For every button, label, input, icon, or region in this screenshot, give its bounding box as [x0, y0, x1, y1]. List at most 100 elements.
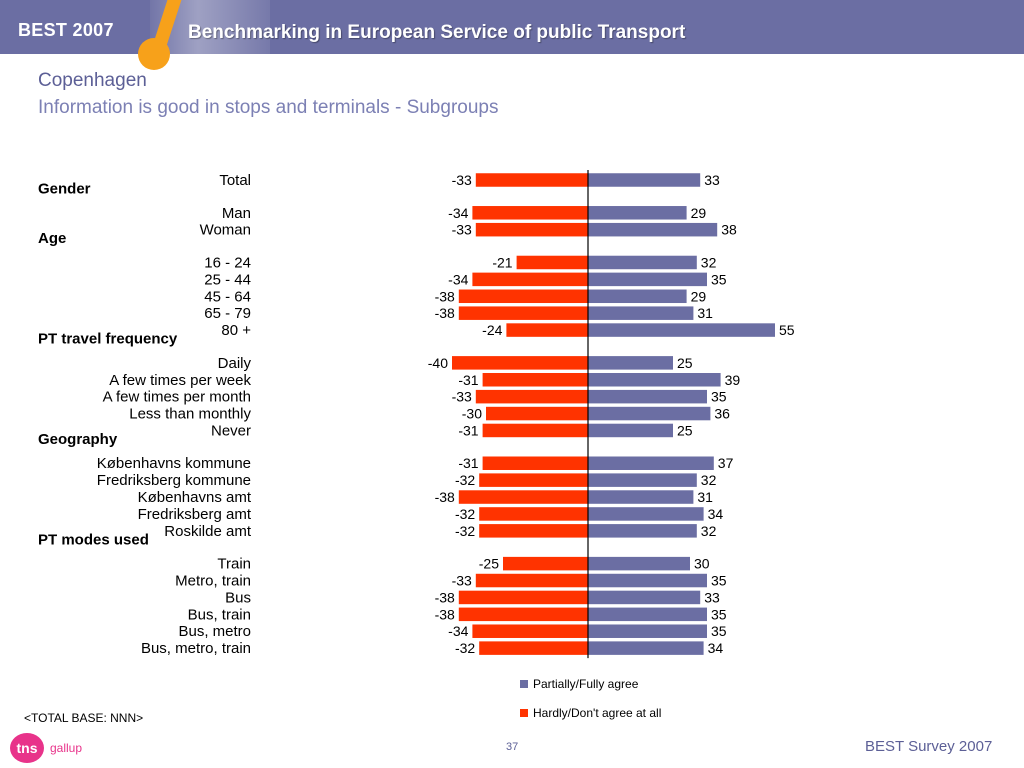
- value-label-positive: 25: [677, 422, 693, 438]
- row-label: 16 - 24: [204, 254, 251, 271]
- value-label-positive: 39: [725, 372, 741, 388]
- bar-positive: [588, 173, 701, 187]
- bar-positive: [588, 206, 687, 220]
- value-label-positive: 31: [697, 305, 713, 321]
- value-label-negative: -32: [455, 523, 475, 539]
- value-label-negative: -32: [455, 506, 475, 522]
- value-label-positive: 34: [708, 640, 724, 656]
- bar-positive: [588, 590, 701, 605]
- value-label-negative: -31: [458, 455, 478, 471]
- value-label-negative: -38: [435, 589, 455, 605]
- row-label: Fredriksberg kommune: [97, 472, 251, 489]
- bar-positive: [588, 473, 697, 487]
- value-label-negative: -21: [492, 254, 512, 270]
- group-label: PT travel frequency: [38, 331, 178, 348]
- row-label: Train: [217, 556, 251, 573]
- bar-negative: [475, 222, 588, 237]
- bar-positive: [588, 306, 694, 320]
- value-label-positive: 32: [701, 523, 717, 539]
- value-label-negative: -34: [448, 623, 468, 639]
- brand-title: BEST 2007: [18, 20, 114, 40]
- value-label-positive: 29: [691, 205, 707, 221]
- bar-negative: [482, 456, 588, 470]
- bar-positive: [588, 423, 673, 438]
- bar-positive: [588, 624, 707, 638]
- value-label-positive: 30: [694, 556, 710, 572]
- bar-positive: [588, 556, 690, 571]
- bar-negative: [458, 590, 588, 605]
- value-label-negative: -38: [435, 489, 455, 505]
- bar-negative: [482, 373, 588, 387]
- row-label: Bus: [225, 589, 251, 606]
- total-base-note: <TOTAL BASE: NNN>: [24, 711, 144, 725]
- row-label: Fredriksberg amt: [138, 506, 252, 523]
- value-label-negative: -38: [435, 606, 455, 622]
- bar-negative: [503, 556, 588, 571]
- row-label: 80 +: [221, 322, 251, 339]
- value-label-positive: 33: [704, 172, 720, 188]
- bar-negative: [516, 255, 588, 270]
- bar-positive: [588, 524, 697, 538]
- row-label: 25 - 44: [204, 271, 251, 288]
- value-label-positive: 35: [711, 573, 727, 589]
- row-label: Bus, metro, train: [141, 640, 251, 657]
- row-label: Daily: [218, 355, 252, 372]
- bar-positive: [588, 323, 775, 337]
- value-label-positive: 35: [711, 606, 727, 622]
- bar-negative: [506, 323, 588, 337]
- value-label-negative: -38: [435, 288, 455, 304]
- value-label-positive: 25: [677, 355, 693, 371]
- value-label-positive: 38: [721, 222, 737, 238]
- bar-negative: [479, 507, 588, 521]
- row-label: 65 - 79: [204, 305, 251, 322]
- bar-negative: [479, 524, 588, 538]
- row-label: Københavns amt: [138, 489, 252, 506]
- bar-negative: [472, 272, 588, 287]
- bar-positive: [588, 272, 707, 287]
- row-label: Bus, metro: [178, 623, 251, 640]
- bar-positive: [588, 456, 714, 470]
- row-label: 45 - 64: [204, 288, 251, 305]
- value-label-positive: 29: [691, 288, 707, 304]
- value-label-positive: 35: [711, 389, 727, 405]
- bar-positive: [588, 222, 718, 237]
- value-label-negative: -32: [455, 472, 475, 488]
- row-label: Less than monthly: [129, 406, 251, 423]
- bar-positive: [588, 490, 694, 504]
- value-label-negative: -33: [452, 222, 472, 238]
- bar-negative: [458, 306, 588, 320]
- value-label-negative: -31: [458, 372, 478, 388]
- bar-positive: [588, 389, 707, 404]
- row-label: Woman: [200, 222, 251, 239]
- bar-positive: [588, 289, 687, 304]
- value-label-positive: 31: [697, 489, 713, 505]
- legend-label-negative: Hardly/Don't agree at all: [533, 706, 661, 720]
- row-label: Roskilde amt: [164, 523, 252, 540]
- value-label-positive: 55: [779, 322, 795, 338]
- bar-positive: [588, 641, 704, 655]
- value-label-negative: -32: [455, 640, 475, 656]
- bar-negative: [475, 173, 588, 187]
- bar-negative: [458, 289, 588, 304]
- value-label-negative: -40: [428, 355, 448, 371]
- bar-negative: [482, 423, 588, 438]
- bar-negative: [472, 624, 588, 638]
- legend-swatch-positive: [520, 680, 528, 688]
- row-label: A few times per week: [109, 372, 251, 389]
- bar-positive: [588, 356, 673, 370]
- value-label-negative: -25: [479, 556, 499, 572]
- group-label: Age: [38, 230, 66, 247]
- row-label: Total: [219, 172, 251, 189]
- value-label-positive: 34: [708, 506, 724, 522]
- header-subtitle: Benchmarking in European Service of publ…: [188, 22, 686, 43]
- value-label-positive: 33: [704, 589, 720, 605]
- row-label: Metro, train: [175, 573, 251, 590]
- bar-negative: [472, 206, 588, 220]
- tns-logo: tns: [10, 733, 44, 763]
- row-label: Københavns kommune: [97, 455, 251, 472]
- header-banner: BEST 2007 Benchmarking in European Servi…: [0, 0, 1024, 54]
- bar-positive: [588, 573, 707, 588]
- value-label-positive: 32: [701, 472, 717, 488]
- row-label: Man: [222, 205, 251, 222]
